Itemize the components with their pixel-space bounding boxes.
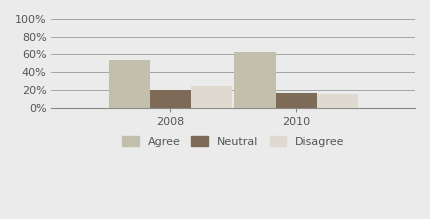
Bar xyxy=(150,90,191,108)
Bar xyxy=(191,87,232,108)
Bar xyxy=(316,94,358,108)
Bar xyxy=(109,60,150,108)
Bar xyxy=(234,52,276,108)
Bar xyxy=(276,93,316,108)
Legend: Agree, Neutral, Disagree: Agree, Neutral, Disagree xyxy=(122,136,344,147)
